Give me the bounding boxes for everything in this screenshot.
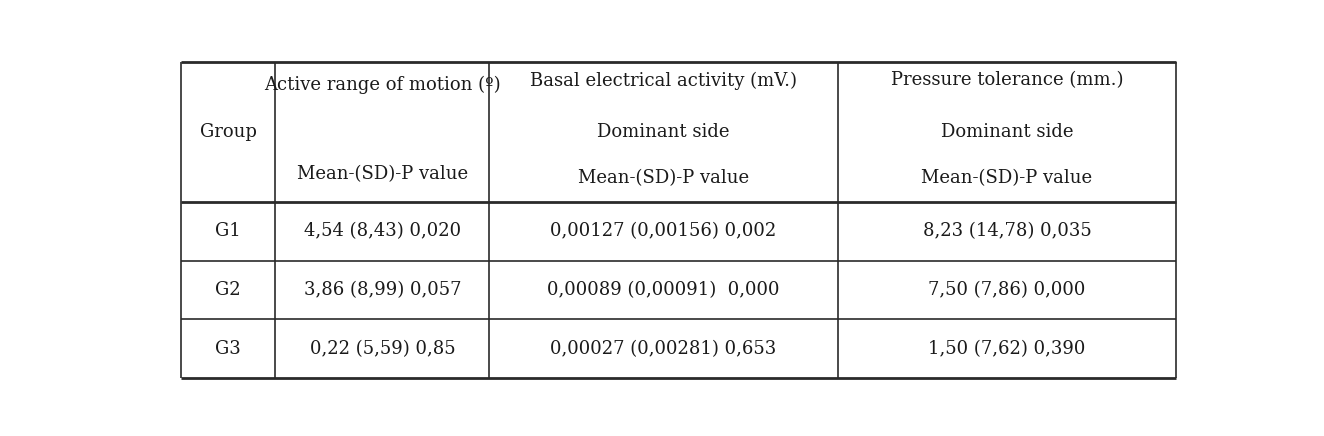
Text: Dominant side: Dominant side [597, 123, 730, 141]
Text: 1,50 (7,62) 0,390: 1,50 (7,62) 0,390 [928, 340, 1086, 358]
Text: 4,54 (8,43) 0,020: 4,54 (8,43) 0,020 [305, 222, 461, 240]
Text: 7,50 (7,86) 0,000: 7,50 (7,86) 0,000 [928, 281, 1086, 299]
Text: 8,23 (14,78) 0,035: 8,23 (14,78) 0,035 [923, 222, 1091, 240]
Text: Mean-(SD)-P value: Mean-(SD)-P value [297, 165, 467, 183]
Text: 0,00127 (0,00156) 0,002: 0,00127 (0,00156) 0,002 [551, 222, 777, 240]
Text: Mean-(SD)-P value: Mean-(SD)-P value [922, 169, 1092, 187]
Text: Basal electrical activity (mV.): Basal electrical activity (mV.) [530, 72, 797, 90]
Text: Pressure tolerance (mm.): Pressure tolerance (mm.) [891, 72, 1123, 89]
Text: 0,00089 (0,00091)  0,000: 0,00089 (0,00091) 0,000 [547, 281, 780, 299]
Text: Group: Group [200, 123, 257, 141]
Text: G2: G2 [216, 281, 241, 299]
Text: Active range of motion (º): Active range of motion (º) [263, 75, 500, 94]
Text: G1: G1 [216, 222, 241, 240]
Text: 3,86 (8,99) 0,057: 3,86 (8,99) 0,057 [303, 281, 461, 299]
Text: Dominant side: Dominant side [941, 123, 1074, 141]
Text: 0,22 (5,59) 0,85: 0,22 (5,59) 0,85 [310, 340, 455, 358]
Text: Mean-(SD)-P value: Mean-(SD)-P value [579, 169, 749, 187]
Text: G3: G3 [216, 340, 241, 358]
Text: 0,00027 (0,00281) 0,653: 0,00027 (0,00281) 0,653 [551, 340, 777, 358]
